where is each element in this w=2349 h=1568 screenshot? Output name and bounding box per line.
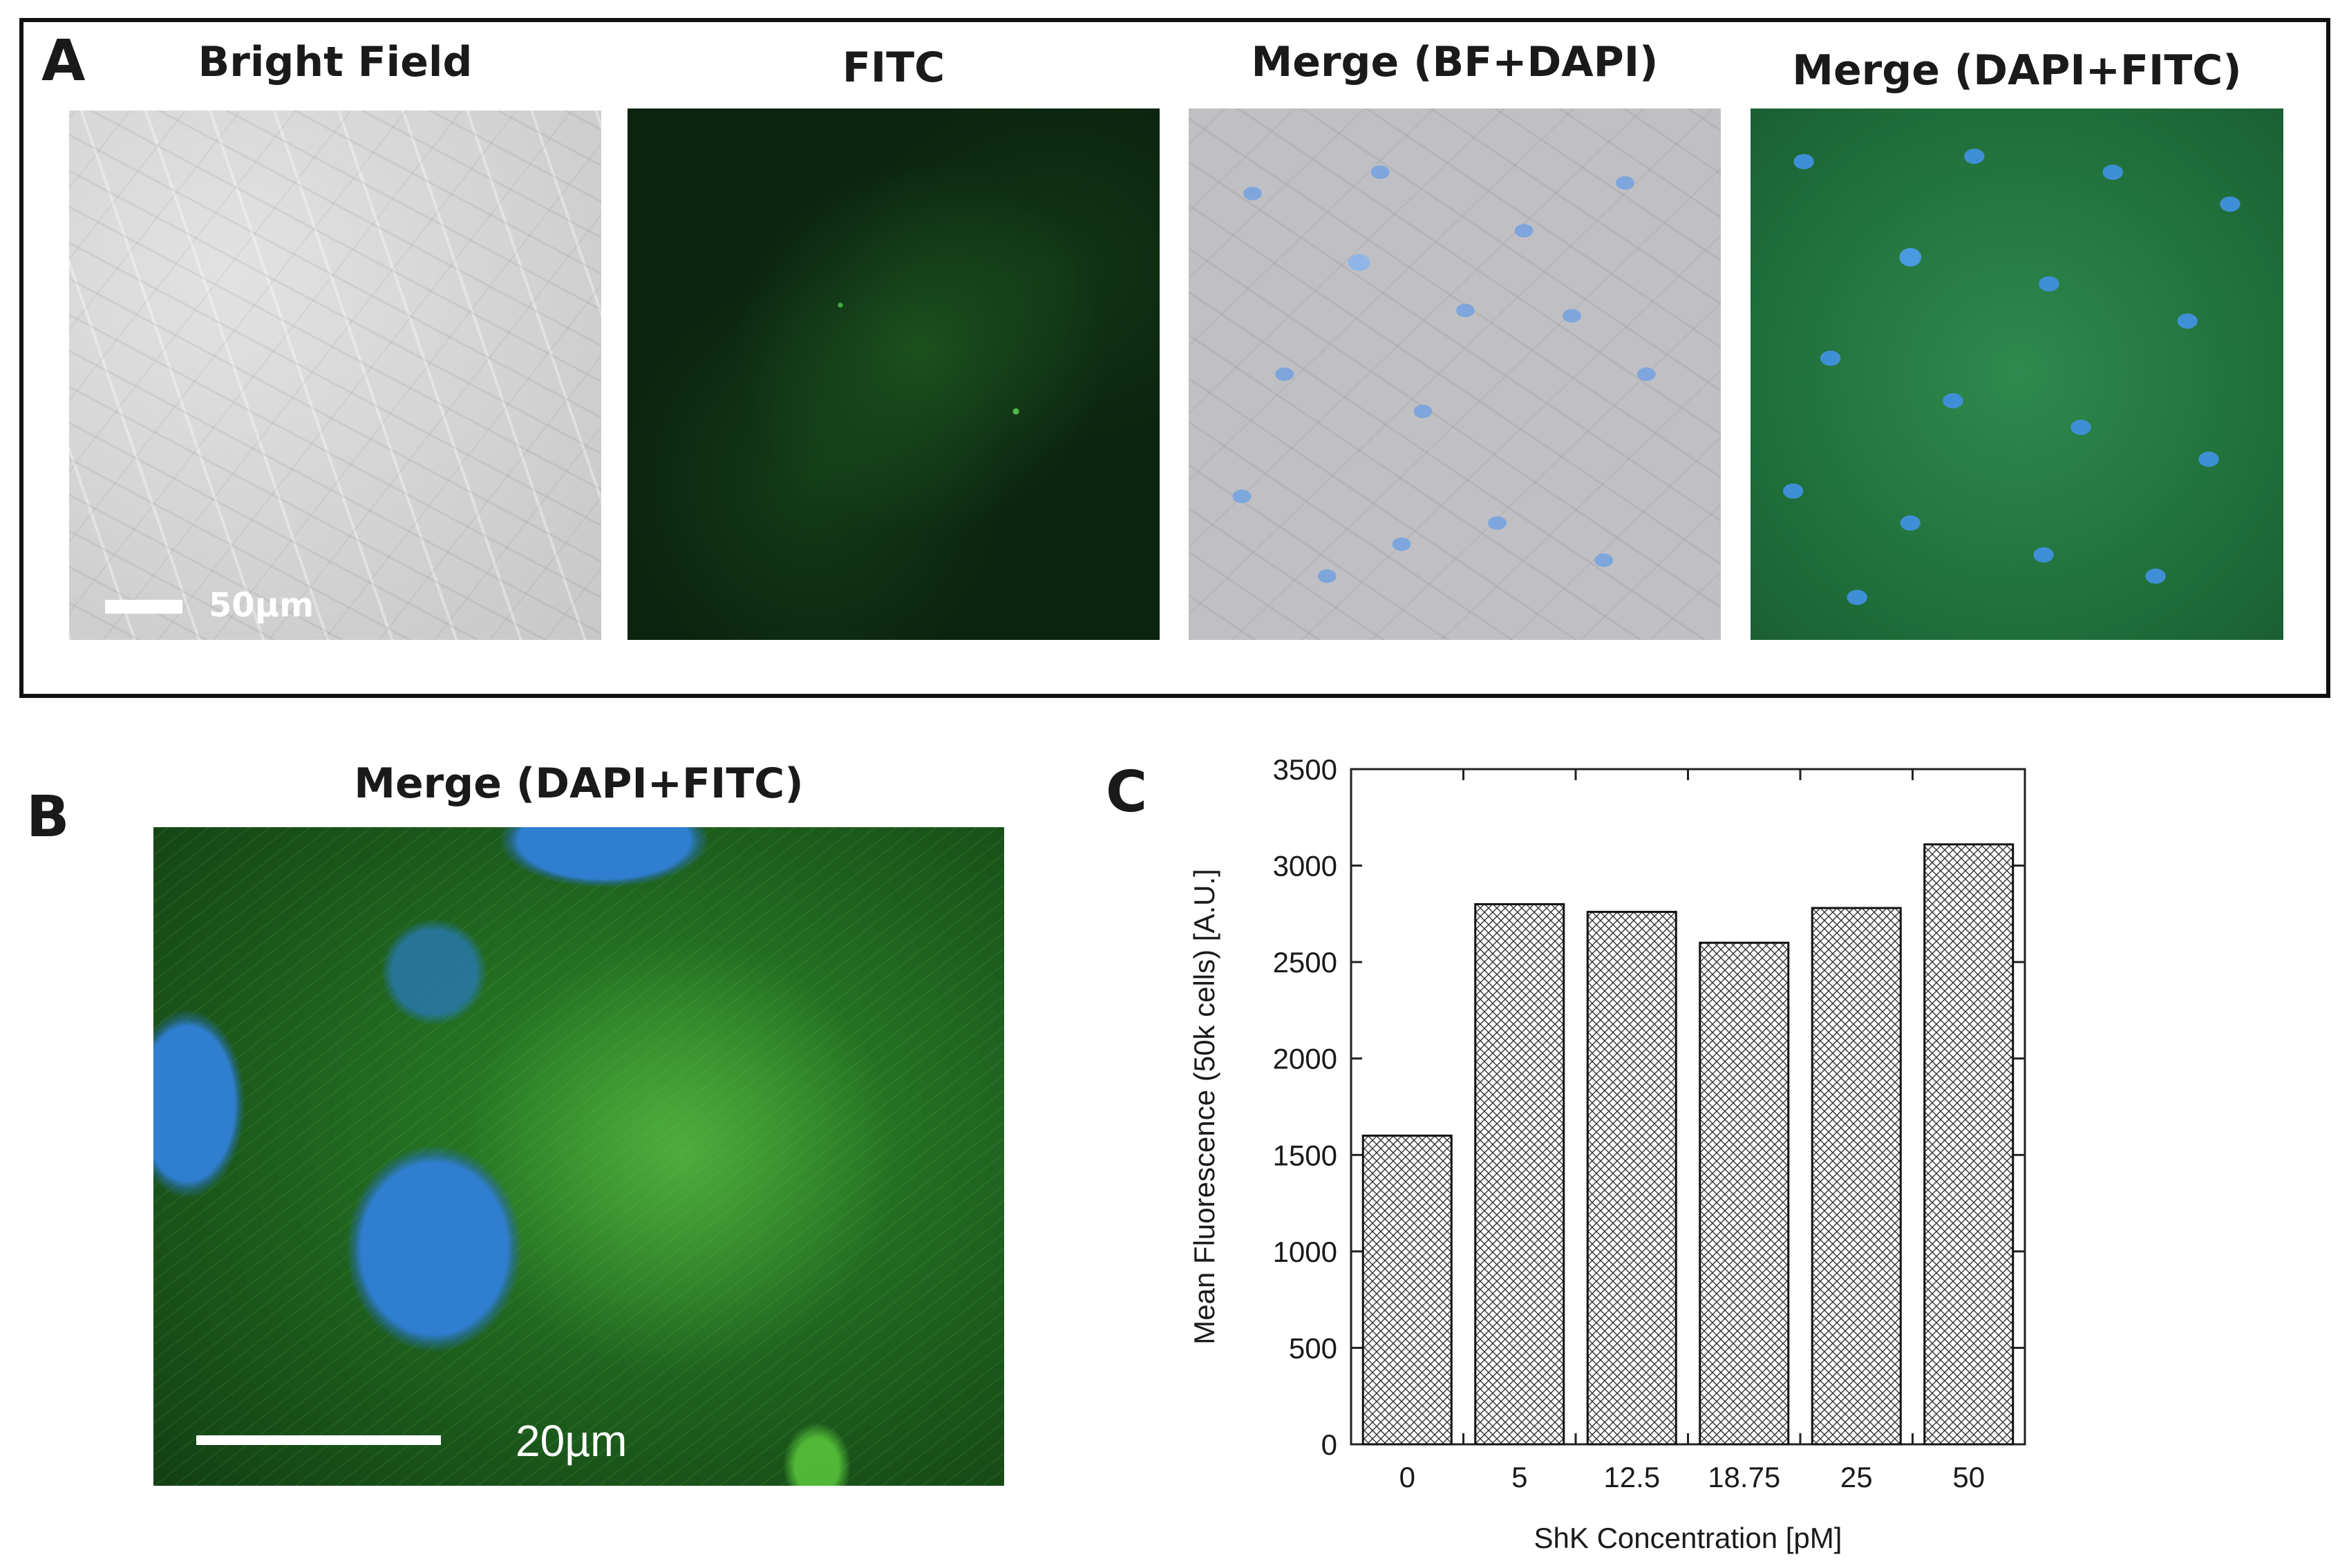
y-tick-label: 0	[1321, 1428, 1337, 1461]
merge-dapi-fitc-closeup-image: 20µm	[153, 827, 1004, 1486]
x-tick-label: 25	[1840, 1461, 1873, 1493]
fitc-title: FITC	[842, 44, 945, 92]
bar	[1699, 941, 1790, 1446]
scale-bar	[196, 1435, 441, 1445]
y-tick-label: 500	[1289, 1332, 1337, 1364]
scale-bar	[105, 600, 182, 614]
bright-field-title: Bright Field	[198, 38, 473, 86]
panel-c-letter: C	[1106, 759, 1148, 825]
chart-plot-area: 0 500 1000 1500 2000 2500 3000 3500 0 5 12.5 18.75 2…	[1188, 753, 2026, 1554]
panel-a-letter: A	[41, 28, 86, 94]
y-tick-label: 3000	[1273, 850, 1337, 882]
y-tick-label: 3500	[1273, 753, 1337, 786]
y-axis-label: Mean Fluorescence (50k cells) [A.U.]	[1188, 869, 1220, 1345]
panel-b-title: Merge (DAPI+FITC)	[354, 759, 804, 808]
scale-bar-label: 50µm	[209, 586, 314, 625]
bar	[1474, 903, 1565, 1446]
scale-bar-label: 20µm	[516, 1416, 628, 1466]
bar	[1361, 1134, 1453, 1446]
merge-bf-dapi-title: Merge (BF+DAPI)	[1251, 38, 1659, 86]
x-tick-label: 18.75	[1708, 1461, 1780, 1493]
merge-dapi-fitc-image	[1751, 108, 2283, 640]
bar	[1811, 907, 1902, 1446]
x-tick-label: 50	[1952, 1461, 1985, 1493]
x-axis-label: ShK Concentration [pM]	[1534, 1522, 1842, 1554]
x-tick-label: 0	[1399, 1461, 1415, 1493]
y-tick-label: 1000	[1273, 1236, 1337, 1268]
merge-dapi-fitc-title: Merge (DAPI+FITC)	[1792, 46, 2242, 95]
y-tick-label: 2500	[1273, 946, 1337, 979]
bar	[1586, 911, 1677, 1446]
bar	[1923, 843, 2015, 1446]
y-tick-label: 2000	[1273, 1043, 1337, 1075]
x-tick-label: 5	[1511, 1461, 1527, 1493]
panel-b-letter: B	[26, 784, 70, 850]
bright-field-image: 50µm	[69, 111, 601, 640]
x-tick-label: 12.5	[1603, 1461, 1660, 1493]
panel-a-frame	[19, 18, 2330, 698]
y-tick-label: 1500	[1273, 1139, 1337, 1171]
merge-bf-dapi-image	[1189, 108, 1721, 640]
fitc-image	[628, 108, 1160, 640]
